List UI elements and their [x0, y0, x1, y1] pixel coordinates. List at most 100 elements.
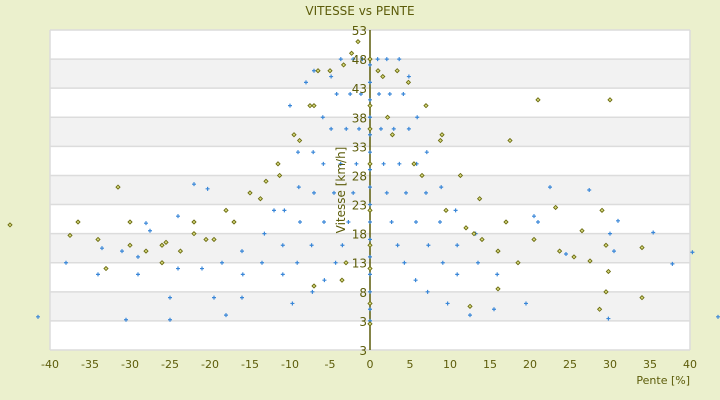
- data-point-blue: [224, 313, 228, 318]
- x-tick-label: -30: [121, 358, 139, 371]
- data-point-blue: [148, 228, 152, 233]
- data-point-blue: [616, 218, 620, 223]
- data-point-olive: [367, 207, 373, 214]
- data-point-olive: [159, 242, 165, 248]
- data-point-olive: [405, 79, 412, 85]
- data-point-blue: [368, 132, 372, 137]
- x-tick-label: 5: [407, 358, 414, 371]
- data-point-olive: [257, 196, 264, 202]
- data-point-olive: [380, 73, 386, 80]
- data-point-blue: [332, 190, 336, 195]
- y-tick-label: 3: [359, 315, 367, 329]
- data-point-olive: [7, 222, 13, 228]
- data-point-olive: [367, 265, 373, 272]
- data-point-olive: [296, 137, 303, 144]
- data-point-blue: [384, 190, 389, 195]
- data-point-blue: [280, 272, 285, 277]
- data-point-blue: [468, 313, 472, 318]
- data-point-blue: [492, 307, 496, 312]
- data-point-blue: [608, 231, 612, 236]
- data-point-blue: [413, 278, 418, 283]
- data-point-olive: [389, 132, 396, 138]
- data-point-blue: [438, 220, 442, 224]
- data-point-blue: [310, 289, 315, 294]
- y-tick-label: 33: [352, 140, 367, 154]
- data-point-olive: [367, 56, 373, 62]
- data-point-blue: [205, 186, 210, 191]
- data-point-olive: [311, 102, 317, 109]
- data-point-blue: [424, 150, 429, 155]
- y-tick-label: 38: [352, 111, 367, 125]
- data-point-blue: [401, 92, 406, 96]
- data-point-blue: [220, 260, 224, 265]
- data-point-olive: [639, 244, 645, 251]
- data-point-olive: [443, 207, 449, 214]
- y-tick-label: 13: [352, 257, 367, 271]
- data-point-blue: [387, 92, 392, 96]
- data-point-olive: [607, 97, 613, 103]
- data-point-blue: [282, 208, 287, 213]
- data-point-blue: [344, 126, 349, 131]
- data-point-olive: [476, 196, 483, 202]
- x-tick-label: 10: [443, 358, 457, 371]
- data-point-olive: [639, 294, 645, 301]
- data-point-olive: [291, 132, 297, 138]
- x-tick-label: -20: [201, 358, 219, 371]
- data-point-olive: [596, 306, 603, 312]
- x-tick-label: 25: [563, 358, 577, 371]
- data-point-blue: [368, 150, 372, 155]
- data-point-blue: [346, 220, 351, 224]
- data-point-olive: [103, 265, 109, 272]
- data-point-blue: [96, 272, 100, 277]
- data-point-blue: [64, 260, 68, 265]
- data-point-blue: [290, 301, 295, 306]
- data-point-olive: [67, 232, 73, 239]
- data-point-olive: [307, 102, 313, 109]
- data-point-olive: [367, 300, 373, 307]
- data-point-blue: [587, 188, 592, 192]
- data-point-blue: [329, 74, 334, 79]
- data-point-blue: [406, 74, 411, 79]
- data-point-blue: [36, 314, 40, 319]
- data-point-olive: [457, 172, 464, 179]
- y-tick-label: 8: [359, 286, 367, 300]
- data-point-olive: [311, 283, 317, 289]
- data-point-olive: [203, 236, 209, 243]
- data-point-olive: [191, 219, 197, 225]
- x-tick-label: -35: [81, 358, 99, 371]
- data-point-blue: [368, 237, 372, 242]
- data-point-olive: [367, 161, 373, 167]
- data-point-blue: [368, 167, 372, 172]
- data-point-blue: [690, 250, 695, 255]
- data-point-olive: [315, 68, 321, 74]
- data-point-blue: [612, 249, 616, 254]
- data-point-blue: [368, 115, 372, 120]
- data-point-blue: [397, 57, 402, 62]
- y-tick-label: 3: [359, 344, 367, 358]
- data-point-blue: [192, 182, 196, 187]
- data-point-olive: [276, 172, 283, 179]
- data-point-blue: [338, 57, 343, 62]
- data-point-olive: [531, 236, 537, 243]
- data-point-olive: [143, 248, 149, 254]
- data-point-olive: [339, 277, 345, 283]
- data-point-blue: [368, 97, 372, 102]
- data-point-olive: [439, 132, 445, 138]
- data-point-olive: [394, 68, 400, 74]
- data-point-blue: [455, 243, 460, 248]
- data-point-blue: [240, 295, 244, 300]
- data-point-blue: [351, 57, 356, 62]
- data-point-blue: [360, 57, 365, 62]
- data-point-olive: [556, 248, 563, 254]
- data-point-blue: [120, 249, 124, 254]
- data-point-olive: [263, 178, 269, 184]
- data-point-blue: [424, 190, 428, 195]
- data-point-olive: [223, 207, 229, 214]
- data-point-olive: [231, 219, 237, 225]
- data-point-blue: [606, 316, 611, 321]
- data-point-blue: [368, 254, 372, 259]
- y-tick-label: 43: [352, 82, 367, 96]
- data-point-blue: [272, 208, 276, 213]
- data-point-blue: [414, 220, 418, 224]
- data-point-blue: [262, 231, 267, 236]
